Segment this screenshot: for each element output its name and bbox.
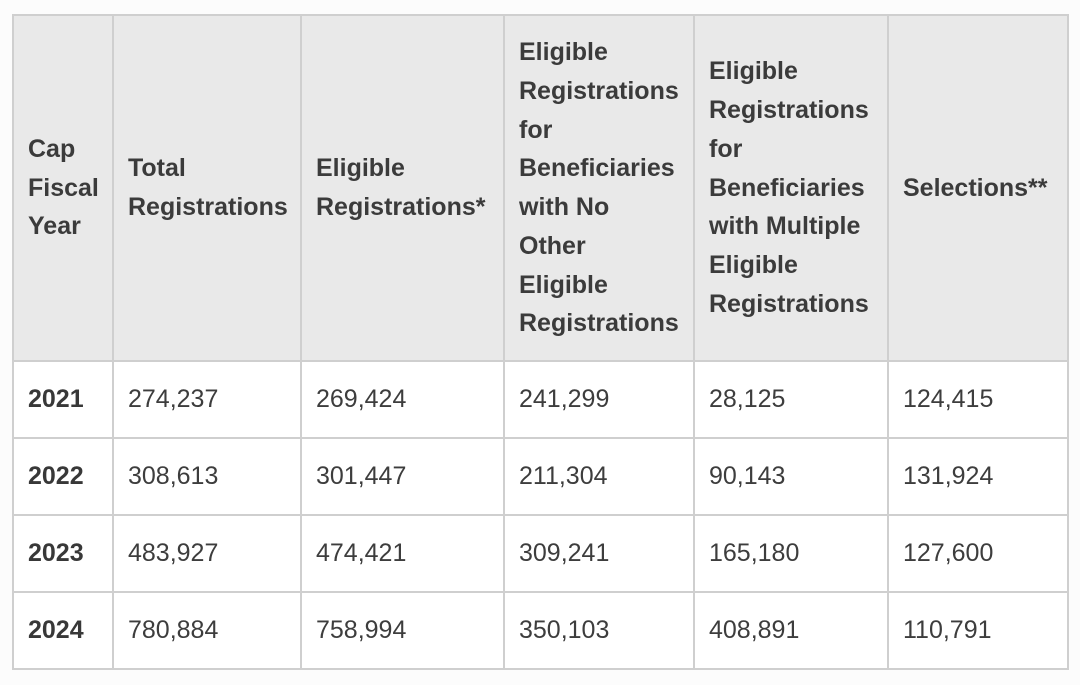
cell-eligible-no-other: 350,103 — [503, 591, 695, 670]
registrations-table: Cap Fiscal Year Total Registrations Elig… — [12, 14, 1069, 670]
table-row-fy2021: 2021 274,237 269,424 241,299 28,125 124,… — [12, 360, 1069, 439]
cell-eligible-no-other: 241,299 — [503, 360, 695, 439]
cell-year: 2021 — [12, 360, 114, 439]
cell-selections: 124,415 — [887, 360, 1069, 439]
cell-eligible-registrations: 474,421 — [300, 514, 505, 593]
col-header-total-registrations: Total Registrations — [112, 14, 302, 362]
cell-year: 2022 — [12, 437, 114, 516]
cell-selections: 110,791 — [887, 591, 1069, 670]
table-body: 2021 274,237 269,424 241,299 28,125 124,… — [12, 360, 1069, 670]
cell-total-registrations: 274,237 — [112, 360, 302, 439]
cell-selections: 127,600 — [887, 514, 1069, 593]
cell-total-registrations: 483,927 — [112, 514, 302, 593]
cell-eligible-multiple: 408,891 — [693, 591, 889, 670]
header-row: Cap Fiscal Year Total Registrations Elig… — [12, 14, 1069, 362]
cell-eligible-registrations: 269,424 — [300, 360, 505, 439]
table-container: Cap Fiscal Year Total Registrations Elig… — [12, 14, 1069, 670]
cell-eligible-no-other: 309,241 — [503, 514, 695, 593]
col-header-eligible-multiple: Eligible Registrations for Beneficiaries… — [693, 14, 889, 362]
cell-eligible-registrations: 301,447 — [300, 437, 505, 516]
table-row-fy2023: 2023 483,927 474,421 309,241 165,180 127… — [12, 514, 1069, 593]
cell-total-registrations: 308,613 — [112, 437, 302, 516]
col-header-eligible-registrations: Eligible Registrations* — [300, 14, 505, 362]
cell-eligible-no-other: 211,304 — [503, 437, 695, 516]
table-row-fy2024: 2024 780,884 758,994 350,103 408,891 110… — [12, 591, 1069, 670]
col-header-selections: Selections** — [887, 14, 1069, 362]
table-header: Cap Fiscal Year Total Registrations Elig… — [12, 14, 1069, 362]
cell-total-registrations: 780,884 — [112, 591, 302, 670]
cell-eligible-multiple: 28,125 — [693, 360, 889, 439]
table-row-fy2022: 2022 308,613 301,447 211,304 90,143 131,… — [12, 437, 1069, 516]
cell-selections: 131,924 — [887, 437, 1069, 516]
cell-eligible-multiple: 165,180 — [693, 514, 889, 593]
col-header-eligible-no-other: Eligible Registrations for Beneficiaries… — [503, 14, 695, 362]
cell-year: 2023 — [12, 514, 114, 593]
col-header-cap-fiscal-year: Cap Fiscal Year — [12, 14, 114, 362]
cell-eligible-multiple: 90,143 — [693, 437, 889, 516]
cell-year: 2024 — [12, 591, 114, 670]
cell-eligible-registrations: 758,994 — [300, 591, 505, 670]
